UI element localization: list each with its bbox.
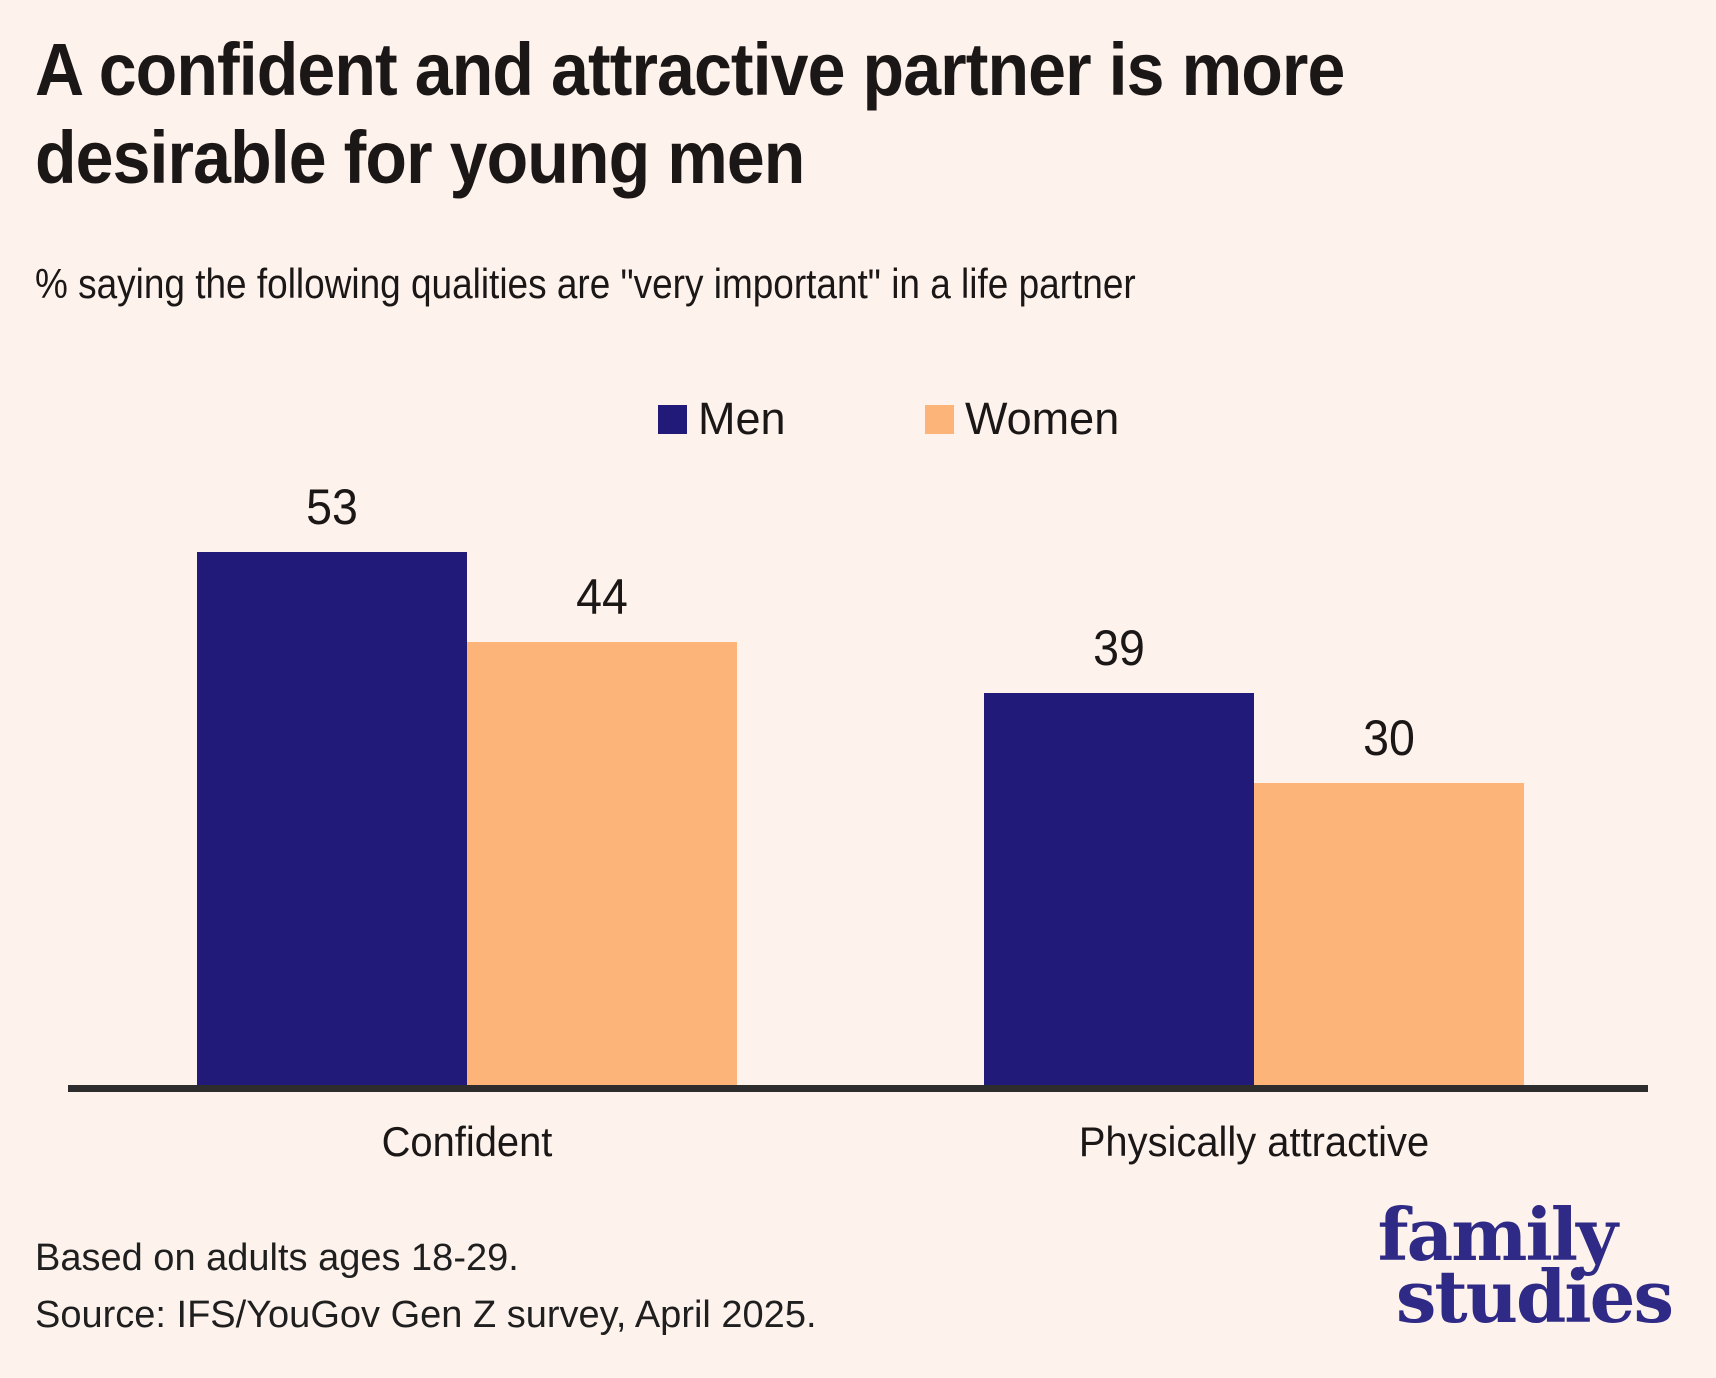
men-color-swatch <box>658 404 687 434</box>
chart-subtitle: % saying the following qualities are "ve… <box>35 260 1136 307</box>
logo-line-studies: studies <box>1395 1254 1674 1339</box>
legend-label-men: Men <box>698 393 786 444</box>
bar-men-physically-attractive <box>984 693 1254 1085</box>
value-label-men-physically-attractive: 39 <box>1093 620 1145 676</box>
legend-item-women: Women <box>925 393 1120 444</box>
bar-women-confident <box>467 642 737 1085</box>
category-label-confident: Confident <box>381 1118 553 1165</box>
value-label-men-confident: 53 <box>306 479 358 535</box>
footnote-source: Source: IFS/YouGov Gen Z survey, April 2… <box>35 1294 817 1336</box>
chart-title-line1: A confident and attractive partner is mo… <box>35 28 1345 111</box>
bar-women-physically-attractive <box>1254 783 1524 1085</box>
legend-label-women: Women <box>965 393 1120 444</box>
logo-line-family: family <box>1377 1192 1618 1277</box>
value-label-women-physically-attractive: 30 <box>1363 710 1415 766</box>
x-axis-line <box>68 1085 1648 1092</box>
chart-title-line2: desirable for young men <box>35 116 805 199</box>
legend: Men Women <box>0 393 1716 444</box>
ifs-family-studies-logo: family studies <box>1377 1192 1674 1339</box>
value-label-women-confident: 44 <box>576 569 628 625</box>
women-color-swatch <box>925 404 954 434</box>
footnote-note: Based on adults ages 18-29. <box>35 1237 519 1279</box>
legend-item-men: Men <box>658 393 786 444</box>
category-label-physically-attractive: Physically attractive <box>1078 1118 1430 1165</box>
chart-title: A confident and attractive partner is mo… <box>35 26 1458 202</box>
footnote: Based on adults ages 18-29. Source: IFS/… <box>35 1230 817 1344</box>
bar-men-confident <box>197 552 467 1085</box>
